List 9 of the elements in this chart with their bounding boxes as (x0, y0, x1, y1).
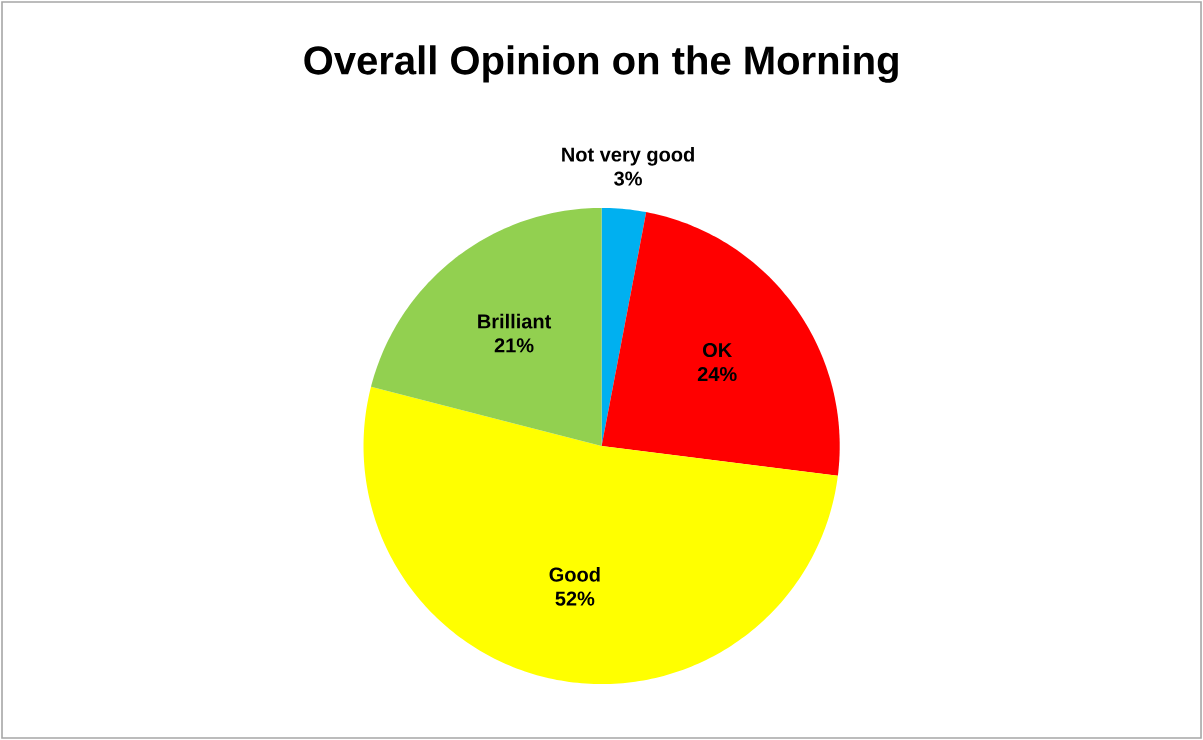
data-label: 3% (614, 171, 642, 186)
slice-label: Good (549, 566, 600, 582)
data-label: 24% (697, 366, 737, 382)
data-label: 52% (555, 591, 595, 606)
slice-label: Not very good (562, 146, 694, 166)
slice-label: OK (703, 342, 733, 358)
data-label: 21% (494, 338, 534, 353)
slice-label: Brilliant (478, 313, 552, 329)
chart-title: Overall Opinion on the Morning (304, 45, 898, 83)
